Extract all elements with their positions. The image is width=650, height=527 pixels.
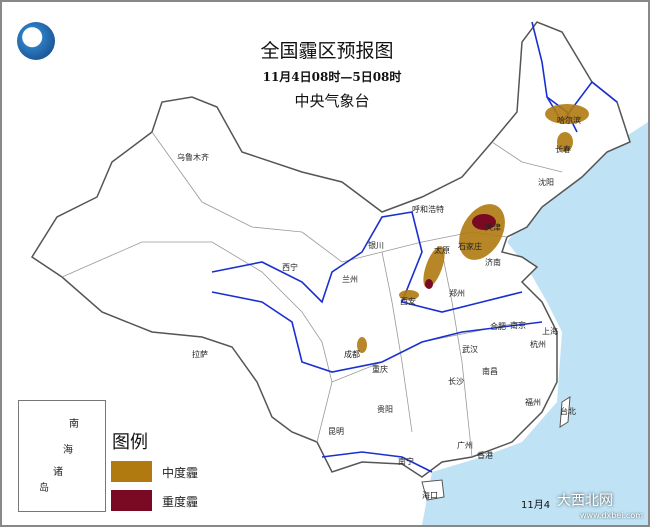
taiwan bbox=[559, 396, 571, 428]
legend-swatch-severe bbox=[111, 490, 152, 511]
city-label: 福州 bbox=[525, 398, 541, 407]
watermark-url: www.dxbei.com bbox=[580, 511, 644, 520]
city-labels: 乌鲁木齐 拉萨 西宁 兰州 银川 呼和浩特 太原 石家庄 天津 济南 郑州 西安… bbox=[177, 115, 581, 500]
city-label: 杭州 bbox=[530, 339, 546, 349]
cma-logo bbox=[17, 22, 55, 60]
city-label: 太原 bbox=[434, 245, 450, 255]
city-label: 济南 bbox=[485, 257, 501, 267]
watermark-name: 大西北网 bbox=[557, 493, 613, 509]
city-label: 长沙 bbox=[448, 376, 464, 386]
city-label: 沈阳 bbox=[538, 177, 554, 187]
haze-shanxi bbox=[423, 246, 445, 288]
inset-label: 诸 bbox=[53, 467, 63, 478]
city-label: 西安 bbox=[400, 296, 416, 306]
city-label: 武汉 bbox=[462, 344, 478, 354]
haze-changchun bbox=[557, 132, 573, 152]
inset-label: 南 bbox=[69, 419, 79, 430]
south-china-sea-inset: 南 海 诸 岛 bbox=[18, 400, 106, 512]
hainan bbox=[421, 479, 445, 501]
city-label: 拉萨 bbox=[192, 349, 208, 359]
city-label: 乌鲁木齐 bbox=[177, 152, 209, 162]
city-label: 台北 bbox=[560, 406, 576, 416]
map-title: 全国霾区预报图 bbox=[260, 40, 394, 62]
city-label: 合肥 bbox=[490, 321, 506, 331]
inset-label: 岛 bbox=[39, 483, 49, 494]
legend-swatch-moderate bbox=[111, 461, 152, 482]
forecast-period: 11月4日08时—5日08时 bbox=[262, 70, 402, 84]
footer-timestamp: 11月4 bbox=[521, 500, 551, 511]
city-label: 上海 bbox=[542, 326, 558, 336]
legend-label-severe: 重度霾 bbox=[162, 495, 199, 509]
city-label: 西宁 bbox=[282, 262, 298, 272]
city-label: 银川 bbox=[368, 240, 384, 250]
city-label: 哈尔滨 bbox=[557, 115, 581, 125]
haze-beijing-tianjin bbox=[472, 214, 496, 230]
issuer: 中央气象台 bbox=[294, 92, 370, 110]
china-outline bbox=[30, 21, 631, 478]
legend-label-moderate: 中度霾 bbox=[162, 466, 199, 480]
city-label: 天津 bbox=[485, 222, 501, 232]
city-label: 呼和浩特 bbox=[412, 204, 444, 214]
city-label: 重庆 bbox=[372, 364, 388, 374]
haze-xian bbox=[399, 290, 419, 300]
haze-severe bbox=[425, 214, 496, 289]
city-label: 长春 bbox=[555, 144, 571, 154]
city-label: 石家庄 bbox=[458, 241, 482, 251]
haze-sichuan bbox=[357, 337, 367, 353]
city-label: 兰州 bbox=[342, 274, 358, 284]
city-label: 广州 bbox=[457, 440, 473, 450]
rivers bbox=[211, 21, 618, 473]
city-label: 郑州 bbox=[449, 288, 465, 298]
city-label: 成都 bbox=[344, 349, 360, 359]
haze-harbin bbox=[545, 104, 589, 124]
legend-title: 图例 bbox=[112, 432, 148, 453]
city-label: 南京 bbox=[510, 320, 526, 330]
city-label: 海口 bbox=[422, 490, 438, 500]
inset-label: 海 bbox=[63, 445, 73, 456]
city-label: 香港 bbox=[477, 450, 493, 460]
haze-shanxi-south bbox=[425, 279, 433, 289]
sea-east bbox=[422, 122, 648, 525]
city-label: 南昌 bbox=[482, 366, 498, 376]
city-label: 贵阳 bbox=[377, 404, 393, 414]
city-label: 南宁 bbox=[398, 456, 414, 466]
city-label: 昆明 bbox=[328, 427, 344, 436]
